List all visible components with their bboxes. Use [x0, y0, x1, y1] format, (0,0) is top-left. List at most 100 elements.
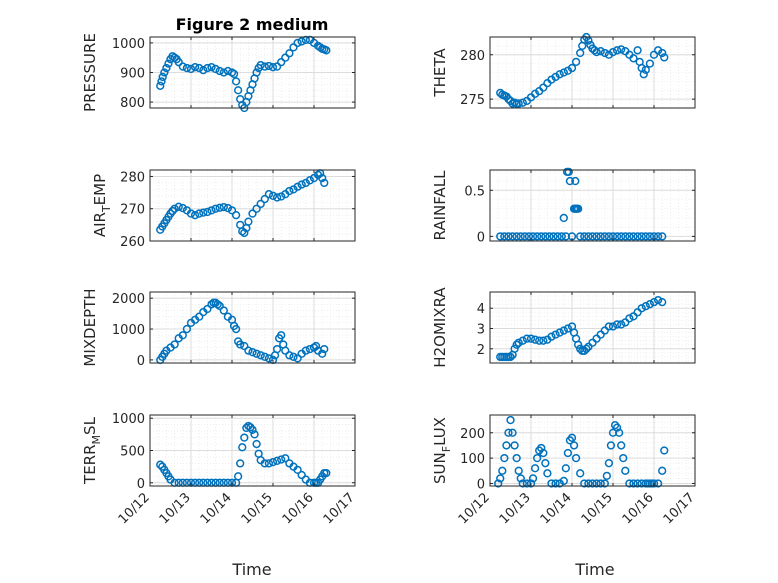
data-point	[580, 232, 589, 241]
data-point	[629, 54, 638, 63]
data-point	[215, 203, 224, 212]
data-point	[160, 68, 169, 77]
data-point	[658, 466, 667, 475]
data-point	[625, 479, 634, 488]
data-point	[231, 77, 241, 86]
data-point	[182, 324, 192, 334]
data-point	[244, 346, 253, 355]
data-point	[256, 351, 265, 360]
data-point	[571, 453, 581, 463]
x-tick-label: 10/16	[620, 490, 657, 527]
data-point	[524, 232, 534, 241]
data-point	[285, 351, 294, 360]
data-point	[498, 466, 507, 475]
data-point	[256, 199, 265, 209]
data-point	[494, 479, 503, 488]
data-point	[504, 94, 513, 104]
data-point	[537, 232, 546, 241]
data-point	[588, 479, 597, 488]
data-point	[496, 474, 505, 483]
data-point	[506, 352, 515, 362]
data-point	[289, 352, 298, 361]
data-point	[211, 64, 220, 74]
data-point	[318, 173, 327, 183]
subplot-mixdepth: 0 1000 2000 MIXDEPTH	[81, 288, 356, 369]
data-point	[555, 70, 564, 79]
data-point	[567, 63, 577, 73]
subplot-terr-msl: 0 500 1000 TERRMSL 10/12 10/13 10/14 10/15 10/16…	[81, 412, 358, 527]
data-point	[260, 62, 269, 71]
data-point	[520, 232, 529, 241]
x-tick-label: 10/13	[497, 490, 534, 527]
data-point	[553, 232, 562, 241]
data-point	[170, 340, 179, 349]
data-point	[215, 301, 224, 311]
data-point	[277, 455, 286, 464]
data-point	[231, 211, 241, 220]
data-point	[596, 479, 605, 488]
data-point	[252, 439, 261, 449]
data-point	[530, 335, 540, 344]
y-tick-label: 0	[477, 477, 485, 492]
data-point	[604, 322, 614, 331]
data-point	[545, 232, 554, 241]
data-point	[190, 211, 200, 220]
data-point	[612, 46, 622, 55]
data-point	[297, 180, 306, 189]
data-point	[502, 441, 511, 450]
data-point	[211, 204, 220, 213]
data-point	[567, 433, 577, 442]
data-point	[207, 63, 216, 72]
data-point	[592, 47, 601, 57]
data-point	[510, 441, 519, 450]
data-point	[617, 232, 626, 241]
data-point	[301, 346, 310, 355]
data-point	[625, 314, 634, 323]
y-tick-label: 3	[477, 323, 485, 338]
data-point	[250, 430, 259, 439]
data-point	[289, 43, 298, 52]
x-tick-label: 10/12	[456, 490, 493, 527]
data-point	[563, 448, 573, 458]
data-point	[633, 46, 642, 55]
data-point	[508, 232, 517, 241]
data-point	[322, 46, 331, 55]
data-point	[608, 322, 618, 331]
data-point	[660, 53, 669, 62]
y-tick-label: 0	[137, 354, 145, 369]
data-point	[543, 469, 552, 478]
data-point	[528, 474, 538, 483]
data-point	[157, 77, 166, 86]
axes-box	[489, 291, 696, 364]
x-tick-label: 10/12	[116, 490, 153, 527]
data-point	[533, 453, 542, 463]
data-point	[645, 300, 655, 309]
data-point	[272, 456, 282, 465]
data-point	[645, 59, 655, 68]
data-point	[272, 344, 282, 354]
data-point	[522, 479, 532, 488]
data-point	[264, 61, 274, 71]
data-point	[199, 65, 208, 75]
data-point	[514, 466, 523, 475]
data-point	[311, 341, 321, 351]
data-point	[600, 48, 609, 58]
data-point	[195, 312, 204, 321]
data-point	[621, 466, 630, 475]
data-point	[514, 99, 523, 108]
data-point	[565, 176, 575, 186]
data-point	[162, 63, 171, 73]
data-point	[510, 344, 519, 353]
data-point	[592, 232, 601, 241]
data-point	[252, 204, 261, 213]
data-point	[219, 68, 228, 77]
data-point	[612, 423, 622, 432]
data-point	[574, 204, 583, 213]
y-tick-label: 260	[120, 235, 145, 250]
data-point	[526, 479, 536, 488]
data-point	[231, 324, 241, 334]
data-point	[608, 47, 618, 57]
data-point	[539, 336, 548, 345]
data-point	[238, 443, 247, 452]
